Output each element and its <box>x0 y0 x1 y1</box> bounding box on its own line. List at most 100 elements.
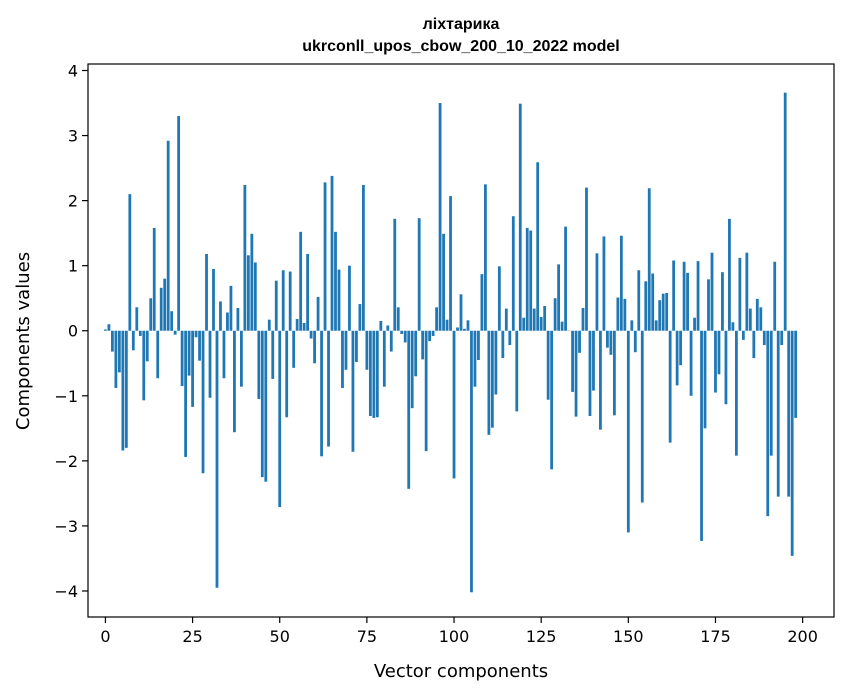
bar <box>417 218 421 331</box>
bar <box>403 330 407 343</box>
bar <box>463 328 466 331</box>
bar <box>700 330 703 541</box>
bar <box>449 196 452 331</box>
bar <box>187 330 191 376</box>
bar <box>323 182 327 331</box>
bar <box>477 330 480 361</box>
bar <box>208 330 212 398</box>
bar <box>766 330 770 517</box>
bar <box>205 253 208 331</box>
bar <box>564 226 567 331</box>
bar <box>626 330 630 533</box>
bar <box>494 330 498 395</box>
bar <box>456 327 459 331</box>
bar <box>665 293 669 331</box>
bar <box>191 330 194 407</box>
bar <box>163 278 167 331</box>
bar <box>539 317 543 331</box>
bar <box>735 330 738 456</box>
bar <box>780 330 784 346</box>
bar <box>675 330 679 386</box>
bar <box>637 270 641 331</box>
x-tick-label: 200 <box>787 627 818 646</box>
bar <box>135 307 139 331</box>
x-tick-label: 175 <box>700 627 731 646</box>
bar <box>330 175 334 331</box>
bar <box>773 261 777 331</box>
bar <box>156 330 160 379</box>
bar <box>490 330 494 428</box>
bar <box>152 227 156 331</box>
bar <box>748 308 752 331</box>
bar <box>633 330 637 353</box>
bar <box>644 281 648 331</box>
x-axis-label: Vector components <box>374 661 548 682</box>
bar <box>470 330 473 593</box>
bar <box>362 185 365 331</box>
bar <box>351 330 355 452</box>
bar <box>529 230 533 331</box>
bar <box>274 280 278 331</box>
bar <box>672 260 676 331</box>
bar <box>358 304 362 331</box>
bar <box>400 330 404 334</box>
bar <box>668 330 672 443</box>
bar <box>679 330 683 366</box>
bar <box>285 330 289 418</box>
bar <box>145 330 149 362</box>
bar <box>571 330 574 392</box>
bar <box>257 330 261 400</box>
bar <box>595 253 599 331</box>
x-tick-label: 75 <box>357 627 377 646</box>
bar <box>721 272 724 331</box>
bar <box>236 307 240 331</box>
bar <box>511 216 515 331</box>
bar <box>487 330 491 435</box>
bar <box>585 187 588 331</box>
bar <box>281 270 285 331</box>
y-tick-label: −2 <box>54 452 78 471</box>
bar <box>654 320 658 331</box>
bar <box>271 330 275 379</box>
bar <box>348 265 351 331</box>
bar <box>731 322 735 331</box>
bar <box>459 294 463 331</box>
bar <box>142 330 146 401</box>
bar <box>267 319 271 331</box>
bar <box>536 162 540 331</box>
bar <box>759 307 763 331</box>
bar <box>515 330 519 412</box>
bar <box>609 330 613 355</box>
y-tick-label: 0 <box>68 322 78 341</box>
bar <box>111 330 114 352</box>
bar <box>306 253 310 331</box>
bar <box>543 306 547 331</box>
bar <box>480 274 484 331</box>
bar <box>714 330 717 393</box>
bar <box>117 330 121 373</box>
bar <box>316 296 320 331</box>
bar <box>578 330 581 353</box>
y-axis-ticks: −4 −3 −2 −1 0 1 2 3 4 <box>54 62 88 601</box>
bar <box>121 330 125 451</box>
bar <box>194 330 198 338</box>
bar <box>588 330 592 416</box>
bar <box>149 298 153 331</box>
bar <box>365 330 369 370</box>
bar <box>504 308 508 331</box>
bar <box>355 330 358 362</box>
bar <box>783 92 787 331</box>
bar <box>752 330 756 359</box>
bar <box>518 103 522 331</box>
bar <box>616 297 620 331</box>
bar <box>658 300 662 331</box>
bar <box>341 330 344 388</box>
x-tick-label: 100 <box>439 627 470 646</box>
bar <box>651 273 655 331</box>
bar <box>710 252 714 331</box>
bar <box>790 330 794 556</box>
bar <box>466 320 470 331</box>
chart-title-line2: ukrconll_upos_cbow_200_10_2022 model <box>302 38 619 55</box>
bar <box>602 236 606 331</box>
bar <box>741 330 745 340</box>
